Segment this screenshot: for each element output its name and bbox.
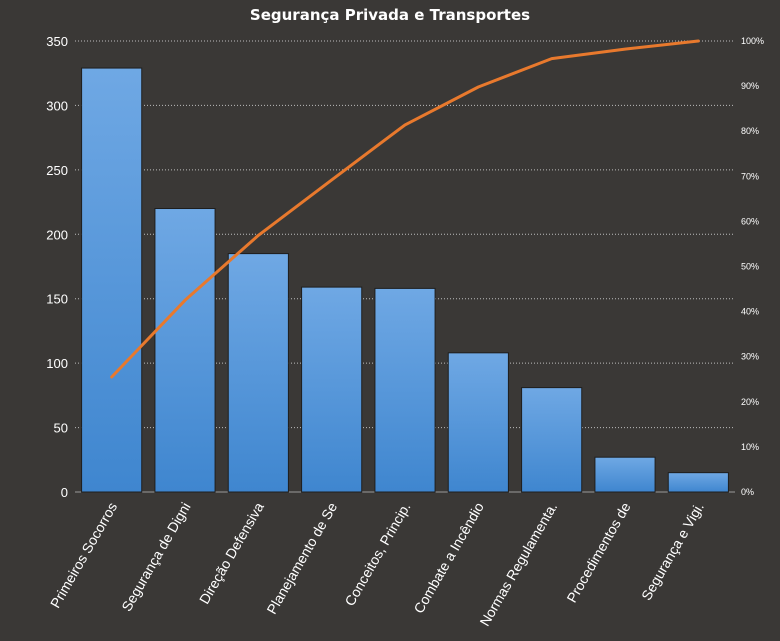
y2-tick-label: 50%: [741, 262, 759, 272]
y-tick-label: 100: [46, 356, 68, 371]
x-tick-label: Planejamento de Se: [263, 499, 340, 616]
y-tick-label: 300: [46, 98, 68, 113]
y2-tick-label: 10%: [741, 442, 759, 452]
y-axis-left: 0 50 100 150 200 250 300 350: [46, 34, 68, 500]
y2-tick-label: 0%: [741, 487, 754, 497]
cumulative-line: [110, 39, 700, 379]
bar: [447, 352, 509, 493]
y-tick-label: 250: [46, 163, 68, 178]
bar: [227, 253, 289, 493]
y-tick-label: 350: [46, 34, 68, 49]
y2-tick-label: 80%: [741, 126, 759, 136]
y2-tick-label: 100%: [741, 36, 764, 46]
x-tick-label: Primeiros Socorros: [47, 500, 120, 611]
bar: [521, 387, 583, 493]
chart-title: Segurança Privada e Transportes: [249, 6, 531, 24]
y-tick-label: 50: [54, 421, 68, 436]
x-tick-label: Combate a Incêndio: [410, 499, 487, 616]
y-axis-right: 0% 10% 20% 30% 40% 50% 60% 70% 80% 90% 100%: [741, 36, 764, 497]
bar: [154, 208, 216, 493]
bar: [301, 286, 363, 493]
cumulative-percent-line: [110, 39, 700, 379]
y-tick-label: 150: [46, 292, 68, 307]
y-tick-label: 200: [46, 227, 68, 242]
bar: [667, 472, 729, 493]
y2-tick-label: 30%: [741, 352, 759, 362]
x-tick-label: Conceitos, Princip.: [341, 500, 413, 609]
bar: [594, 456, 656, 493]
x-tick-label: Procedimentos de: [563, 499, 633, 605]
bars: [81, 67, 729, 493]
y2-tick-label: 20%: [741, 397, 759, 407]
bar: [374, 287, 436, 493]
x-tick-label: Segurança de Digni: [118, 500, 193, 615]
y2-tick-label: 60%: [741, 216, 759, 226]
y2-tick-label: 90%: [741, 81, 759, 91]
x-tick-label: Direção Defensiva: [196, 499, 267, 606]
y2-tick-label: 70%: [741, 171, 759, 181]
x-tick-label: Normas Regulamenta.: [476, 500, 560, 629]
y2-tick-label: 40%: [741, 307, 759, 317]
y-tick-label: 0: [61, 485, 68, 500]
bar: [81, 67, 143, 493]
x-tick-label: Segurança e Vigi.: [638, 500, 707, 603]
